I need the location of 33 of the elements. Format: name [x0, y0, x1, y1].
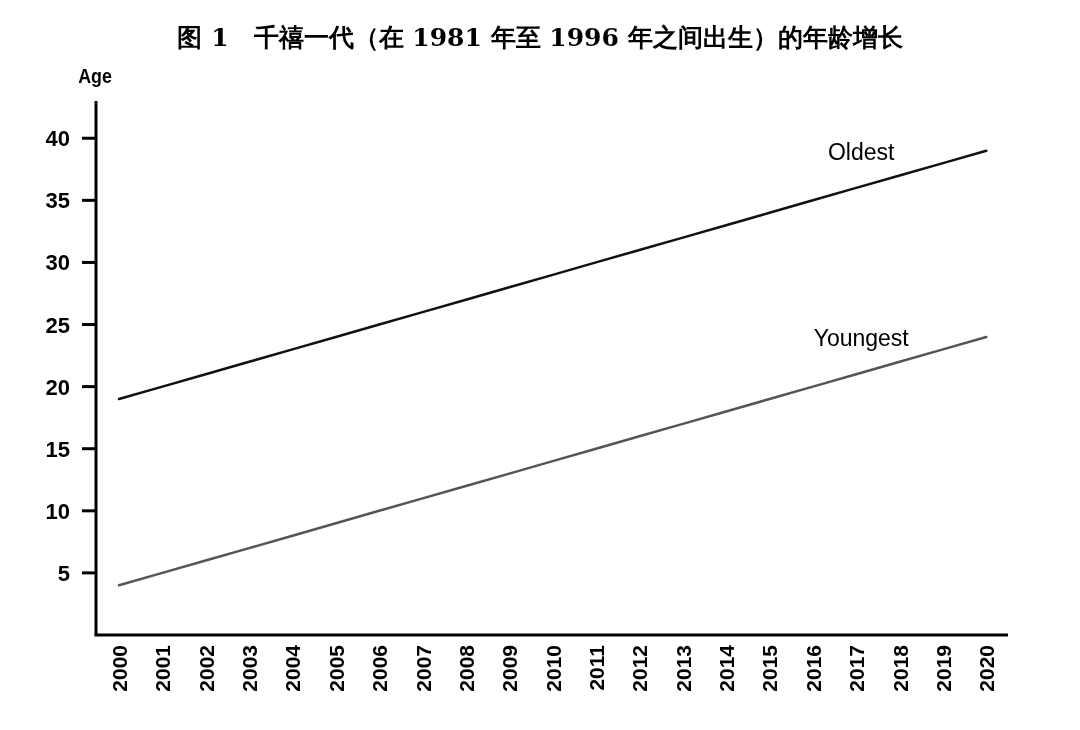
y-tick-label: 15 — [45, 436, 70, 462]
x-tick-label: 2001 — [151, 644, 175, 692]
x-tick-label: 2020 — [975, 645, 999, 692]
x-tick-label: 2003 — [238, 645, 262, 692]
x-tick-label: 2016 — [801, 645, 825, 692]
x-tick-label: 2004 — [281, 644, 305, 692]
y-tick-label: 5 — [57, 560, 70, 586]
x-tick-label: 2019 — [931, 645, 955, 692]
y-tick-label: 40 — [45, 126, 70, 152]
x-tick-label: 2011 — [585, 644, 609, 691]
y-tick-label: 35 — [45, 188, 70, 214]
y-tick-label: 30 — [45, 250, 70, 276]
x-tick-label: 2018 — [888, 644, 912, 692]
x-tick-label: 2010 — [541, 645, 565, 692]
x-tick-label: 2008 — [454, 644, 478, 692]
chart-title: 图 1 千禧一代（在 1981 年至 1996 年之间出生）的年龄增长 — [177, 23, 903, 52]
y-tick-label: 10 — [45, 498, 70, 524]
y-axis-title: Age — [78, 63, 112, 88]
x-tick-label: 2014 — [715, 644, 739, 692]
x-tick-label: 2015 — [758, 644, 782, 692]
x-tick-label: 2013 — [671, 645, 695, 692]
x-tick-label: 2005 — [324, 644, 348, 692]
x-tick-label: 2000 — [107, 645, 131, 692]
x-tick-label: 2009 — [498, 645, 522, 692]
x-tick-label: 2002 — [194, 645, 218, 692]
y-tick-label: 20 — [45, 374, 70, 400]
x-tick-label: 2012 — [628, 645, 652, 692]
x-tick-label: 2007 — [411, 645, 435, 692]
series-label: Youngest — [813, 325, 910, 352]
x-tick-label: 2006 — [368, 645, 392, 692]
y-tick-label: 25 — [45, 312, 70, 338]
series-label: Oldest — [827, 138, 896, 165]
x-tick-label: 2017 — [845, 645, 869, 692]
